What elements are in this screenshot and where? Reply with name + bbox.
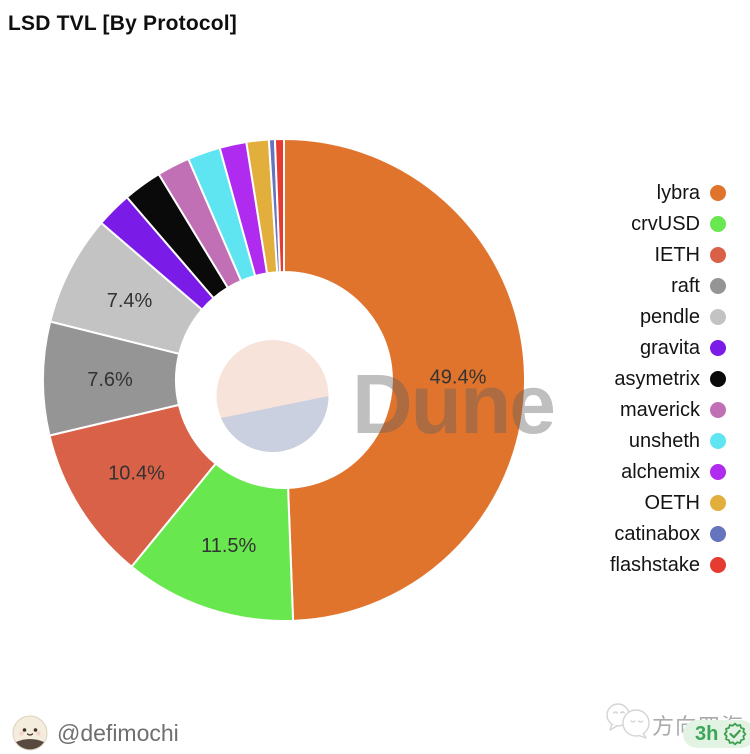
legend-label: flashstake xyxy=(609,553,700,576)
legend-item-pendle[interactable]: pendle xyxy=(610,301,726,332)
legend-label: OETH xyxy=(644,491,700,514)
page-title: LSD TVL [By Protocol] xyxy=(8,12,237,35)
legend-swatch-icon xyxy=(710,215,726,232)
legend-label: asymetrix xyxy=(614,367,700,390)
slice-label-IETH: 10.4% xyxy=(108,462,165,484)
pie-slice-flashstake[interactable] xyxy=(273,137,285,274)
legend-swatch-icon xyxy=(710,494,726,511)
legend-item-asymetrix[interactable]: asymetrix xyxy=(610,363,726,394)
legend-label: crvUSD xyxy=(631,212,700,235)
legend-swatch-icon xyxy=(710,308,726,325)
legend-swatch-icon xyxy=(710,556,726,573)
legend-swatch-icon xyxy=(710,339,726,356)
legend-label: gravita xyxy=(639,336,700,359)
footer-author: @defimochi xyxy=(12,715,179,751)
slice-label-pendle: 7.4% xyxy=(107,290,153,312)
slice-label-raft: 7.6% xyxy=(87,369,133,391)
legend-swatch-icon xyxy=(710,246,726,263)
dune-logo-dune xyxy=(221,396,329,453)
legend-item-lybra[interactable]: lybra xyxy=(610,177,726,208)
mochi-avatar-icon xyxy=(12,715,48,751)
time-badge-text: 3h xyxy=(695,723,719,745)
time-badge: 3h xyxy=(683,720,750,748)
legend-item-maverick[interactable]: maverick xyxy=(610,394,726,425)
legend-item-gravita[interactable]: gravita xyxy=(610,332,726,363)
legend-swatch-icon xyxy=(710,184,726,201)
legend-item-catinabox[interactable]: catinabox xyxy=(610,518,726,549)
legend-swatch-icon xyxy=(710,463,726,480)
legend-label: pendle xyxy=(639,305,700,328)
legend-item-raft[interactable]: raft xyxy=(610,270,726,301)
legend: lybra crvUSD IETH raft pendle gravita asymetri… xyxy=(610,177,726,580)
slice-labels: 49.4% 11.5% 10.4% 7.6% 7.4% xyxy=(87,290,486,557)
legend-label: alchemix xyxy=(621,460,700,483)
legend-item-IETH[interactable]: IETH xyxy=(610,239,726,270)
legend-swatch-icon xyxy=(710,525,726,542)
slice-label-crvUSD: 11.5% xyxy=(201,535,256,557)
legend-swatch-icon xyxy=(710,432,726,449)
legend-item-alchemix[interactable]: alchemix xyxy=(610,456,726,487)
legend-item-flashstake[interactable]: flashstake xyxy=(610,549,726,580)
legend-swatch-icon xyxy=(710,370,726,387)
legend-label: maverick xyxy=(619,398,700,421)
chat-bubbles-icon xyxy=(606,703,650,739)
donut-slices xyxy=(42,137,526,622)
dune-watermark-text: Dune xyxy=(352,357,554,451)
legend-swatch-icon xyxy=(710,277,726,294)
pie-slice-lybra[interactable] xyxy=(283,138,526,622)
slice-label-lybra: 49.4% xyxy=(430,367,487,389)
legend-item-unsheth[interactable]: unsheth xyxy=(610,425,726,456)
legend-label: raft xyxy=(671,274,700,297)
legend-item-OETH[interactable]: OETH xyxy=(610,487,726,518)
dune-logo-icon xyxy=(216,340,329,453)
legend-item-crvUSD[interactable]: crvUSD xyxy=(610,208,726,239)
check-seal-icon xyxy=(724,722,747,746)
legend-label: lybra xyxy=(656,181,700,204)
legend-label: IETH xyxy=(654,243,700,266)
author-handle: @defimochi xyxy=(57,719,179,746)
legend-label: catinabox xyxy=(614,522,700,545)
legend-swatch-icon xyxy=(710,401,726,418)
legend-label: unsheth xyxy=(628,429,700,452)
